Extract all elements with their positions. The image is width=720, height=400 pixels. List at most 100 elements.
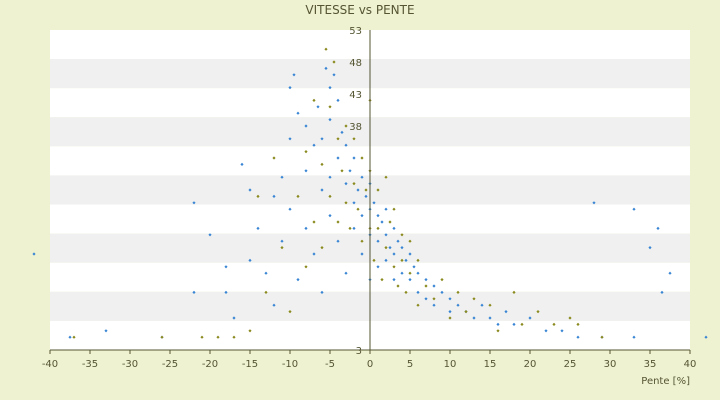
y-tick-label: 53: [349, 26, 362, 37]
data-point-s1: [520, 322, 524, 326]
data-point-s0: [344, 143, 348, 147]
data-point-s0: [288, 137, 292, 141]
data-point-s1: [464, 310, 468, 314]
data-point-s0: [104, 329, 108, 333]
data-point-s1: [256, 194, 260, 198]
data-point-s0: [400, 271, 404, 275]
x-tick-label: 35: [644, 359, 657, 370]
data-point-s0: [380, 220, 384, 224]
data-point-s0: [344, 271, 348, 275]
data-point-s1: [408, 239, 412, 243]
data-point-s0: [364, 194, 368, 198]
data-point-s0: [360, 252, 364, 256]
data-point-s0: [396, 239, 400, 243]
data-point-s0: [528, 316, 532, 320]
data-point-s1: [200, 335, 204, 339]
data-point-s1: [396, 284, 400, 288]
x-tick-label: 15: [484, 359, 497, 370]
data-point-s1: [376, 188, 380, 192]
data-point-s0: [376, 214, 380, 218]
x-tick-label: -35: [82, 359, 98, 370]
data-point-s0: [352, 201, 356, 205]
data-point-s0: [424, 297, 428, 301]
data-point-s1: [360, 239, 364, 243]
data-point-s0: [372, 201, 376, 205]
data-point-s1: [216, 335, 220, 339]
data-point-s0: [448, 297, 452, 301]
data-point-s0: [656, 226, 660, 230]
data-point-s1: [332, 60, 336, 64]
data-point-s1: [384, 246, 388, 250]
data-point-s0: [392, 226, 396, 230]
x-tick-label: 20: [524, 359, 537, 370]
data-point-s0: [480, 303, 484, 307]
data-point-s0: [320, 188, 324, 192]
data-point-s0: [632, 207, 636, 211]
data-point-s0: [496, 322, 500, 326]
data-point-s1: [440, 278, 444, 282]
data-point-s1: [264, 290, 268, 294]
data-point-s0: [304, 226, 308, 230]
data-point-s1: [360, 156, 364, 160]
data-point-s1: [488, 303, 492, 307]
x-tick-label: 0: [367, 359, 373, 370]
data-point-s1: [320, 246, 324, 250]
data-point-s0: [592, 201, 596, 205]
data-point-s0: [388, 246, 392, 250]
data-point-s0: [304, 124, 308, 128]
data-point-s1: [352, 137, 356, 141]
data-point-s1: [456, 290, 460, 294]
data-point-s0: [544, 329, 548, 333]
chart-title: VITESSE vs PENTE: [305, 3, 414, 17]
data-point-s1: [320, 162, 324, 166]
data-point-s0: [384, 207, 388, 211]
data-point-s1: [296, 194, 300, 198]
data-point-s0: [336, 239, 340, 243]
x-axis-label: Pente [%]: [641, 376, 690, 387]
x-tick-label: 5: [407, 359, 413, 370]
data-point-s0: [400, 246, 404, 250]
data-point-s1: [344, 201, 348, 205]
data-point-s0: [224, 265, 228, 269]
data-point-s0: [704, 335, 708, 339]
data-point-s0: [312, 252, 316, 256]
data-point-s1: [388, 220, 392, 224]
y-tick-label: 48: [349, 58, 362, 69]
data-point-s1: [160, 335, 164, 339]
data-point-s0: [412, 265, 416, 269]
y-tick-labels: 3 38 43 48 53: [349, 26, 362, 357]
data-point-s0: [352, 226, 356, 230]
data-point-s0: [336, 98, 340, 102]
data-point-s0: [192, 201, 196, 205]
data-point-s0: [424, 278, 428, 282]
data-point-s1: [348, 226, 352, 230]
data-point-s0: [344, 182, 348, 186]
data-point-s1: [248, 329, 252, 333]
data-point-s1: [416, 258, 420, 262]
data-point-s0: [292, 73, 296, 77]
y-tick-label: 3: [356, 346, 362, 357]
data-point-s0: [316, 105, 320, 109]
data-point-s0: [456, 303, 460, 307]
data-point-s1: [404, 290, 408, 294]
data-point-s1: [304, 265, 308, 269]
x-tick-label: -40: [42, 359, 58, 370]
data-point-s1: [272, 156, 276, 160]
data-point-s1: [400, 258, 404, 262]
data-point-s1: [352, 182, 356, 186]
data-point-s1: [552, 322, 556, 326]
data-point-s1: [392, 265, 396, 269]
data-point-s0: [296, 111, 300, 115]
data-point-s0: [404, 258, 408, 262]
data-point-s0: [248, 188, 252, 192]
data-point-s1: [312, 98, 316, 102]
data-point-s0: [320, 137, 324, 141]
data-point-s1: [392, 207, 396, 211]
data-point-s0: [360, 214, 364, 218]
data-point-s1: [304, 150, 308, 154]
data-point-s0: [504, 310, 508, 314]
data-point-s0: [320, 290, 324, 294]
x-tick-label: 40: [684, 359, 697, 370]
data-point-s1: [384, 175, 388, 179]
